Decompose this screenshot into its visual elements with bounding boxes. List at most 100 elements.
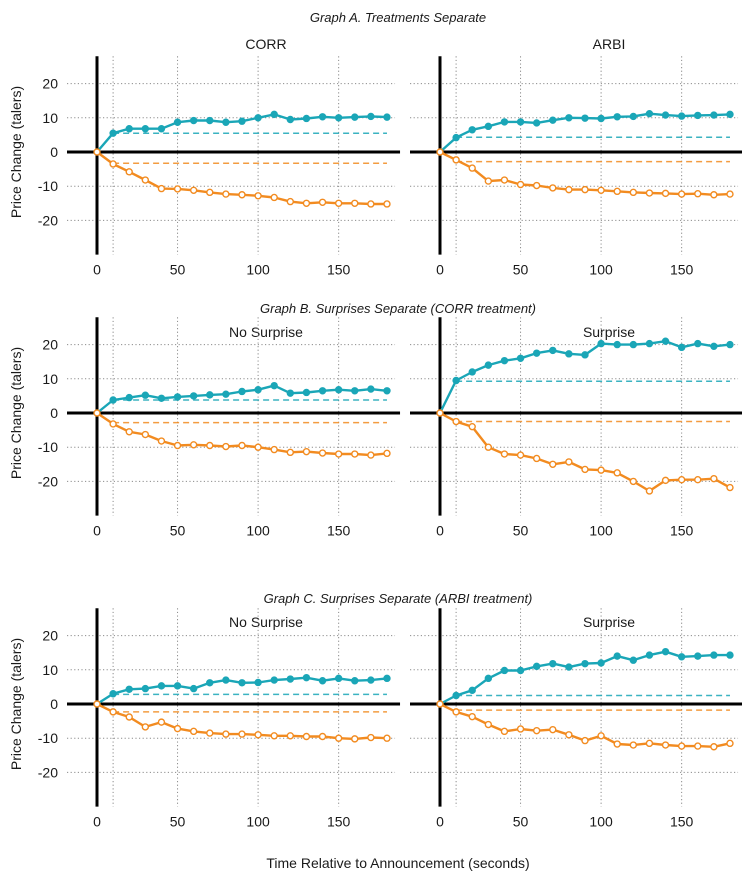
y-axis-label: Price Change (talers) <box>8 86 24 218</box>
x-tick-label: 100 <box>589 814 613 830</box>
orange-data-point <box>710 474 718 483</box>
orange-data-point <box>500 176 509 184</box>
orange-data-point <box>726 739 734 748</box>
orange-data-point <box>694 190 702 198</box>
teal-data-point <box>629 112 638 121</box>
teal-data-point <box>334 386 343 394</box>
teal-data-point <box>270 110 278 119</box>
orange-data-point <box>367 451 375 459</box>
orange-data-point <box>710 191 718 199</box>
teal-data-point <box>661 647 670 656</box>
teal-data-point <box>383 113 391 121</box>
teal-data-point <box>109 129 117 137</box>
teal-data-point <box>468 686 476 695</box>
teal-data-point <box>334 674 343 683</box>
orange-data-point <box>173 724 182 733</box>
panel-6: Surprise 0 50 100 150 <box>410 608 742 830</box>
x-tick-label: 50 <box>170 262 186 278</box>
orange-data-point <box>597 466 605 474</box>
teal-data-point <box>383 387 391 395</box>
orange-data-point <box>141 430 150 439</box>
teal-data-point <box>613 340 621 349</box>
orange-data-point <box>468 712 476 721</box>
teal-data-point <box>565 114 573 122</box>
y-tick-label: -20 <box>38 473 58 489</box>
y-axis-label: Price Change (talers) <box>8 638 24 770</box>
y-tick-label: -10 <box>38 439 58 455</box>
orange-data-point <box>383 200 391 208</box>
x-tick-label: 150 <box>327 523 351 539</box>
panel-title: CORR <box>245 36 286 52</box>
x-tick-label: 100 <box>246 814 270 830</box>
teal-data-point <box>532 119 541 127</box>
teal-data-point <box>189 116 198 125</box>
teal-data-point <box>125 125 133 133</box>
orange-data-point <box>125 428 133 436</box>
teal-data-point <box>516 118 525 126</box>
orange-data-point <box>613 740 621 748</box>
orange-data-point <box>661 476 670 485</box>
teal-data-point <box>351 387 359 395</box>
orange-data-point <box>710 743 718 751</box>
orange-data-point <box>597 732 605 740</box>
orange-data-point <box>516 451 525 459</box>
orange-data-point <box>597 186 605 195</box>
orange-data-point <box>645 189 654 197</box>
teal-data-point <box>484 361 493 369</box>
orange-data-point <box>484 720 493 729</box>
teal-data-point <box>109 690 117 698</box>
orange-data-point <box>254 192 262 200</box>
teal-data-point <box>318 677 327 685</box>
orange-data-point <box>334 450 343 458</box>
origin-point <box>93 148 101 156</box>
orange-data-point <box>677 475 686 484</box>
teal-data-point <box>254 114 262 122</box>
x-tick-label: 150 <box>327 814 351 830</box>
teal-data-point <box>383 674 391 683</box>
teal-data-point <box>286 115 295 124</box>
teal-data-point <box>597 114 605 123</box>
group-title-c: Graph C. Surprises Separate (ARBI treatm… <box>264 591 533 606</box>
orange-data-point <box>383 449 391 458</box>
teal-data-point <box>500 118 509 126</box>
orange-data-point <box>581 465 589 474</box>
teal-data-point <box>270 676 278 684</box>
orange-data-point <box>270 732 278 740</box>
teal-data-point <box>318 113 327 121</box>
x-tick-label: 50 <box>513 814 529 830</box>
orange-data-point <box>581 736 589 745</box>
panel-title: No Surprise <box>229 324 303 340</box>
teal-data-point <box>222 118 230 126</box>
teal-data-point <box>694 339 702 348</box>
teal-data-point <box>661 337 670 345</box>
orange-data-point <box>367 733 375 742</box>
orange-data-point <box>157 437 166 445</box>
y-tick-label: 10 <box>42 662 58 678</box>
y-tick-label: 0 <box>50 405 58 421</box>
orange-data-point <box>532 726 541 735</box>
orange-data-point <box>286 197 295 206</box>
orange-data-point <box>516 725 525 733</box>
teal-data-point <box>109 396 117 404</box>
orange-data-point <box>254 443 262 451</box>
teal-data-point <box>334 114 343 122</box>
teal-data-point <box>206 679 214 687</box>
teal-data-point <box>141 684 150 693</box>
orange-data-point <box>549 460 557 468</box>
orange-data-point <box>565 185 573 194</box>
orange-data-point <box>452 417 460 426</box>
orange-data-point <box>677 742 686 750</box>
teal-data-point <box>351 677 359 685</box>
x-tick-label: 150 <box>670 814 694 830</box>
orange-data-point <box>286 448 295 457</box>
teal-data-point <box>710 342 718 351</box>
teal-data-point <box>726 651 734 659</box>
teal-data-point <box>206 116 214 125</box>
teal-data-point <box>238 387 246 396</box>
orange-data-point <box>351 450 359 458</box>
orange-data-point <box>302 199 311 208</box>
teal-data-point <box>484 674 493 683</box>
teal-data-point <box>206 391 214 399</box>
teal-data-point <box>141 391 150 399</box>
